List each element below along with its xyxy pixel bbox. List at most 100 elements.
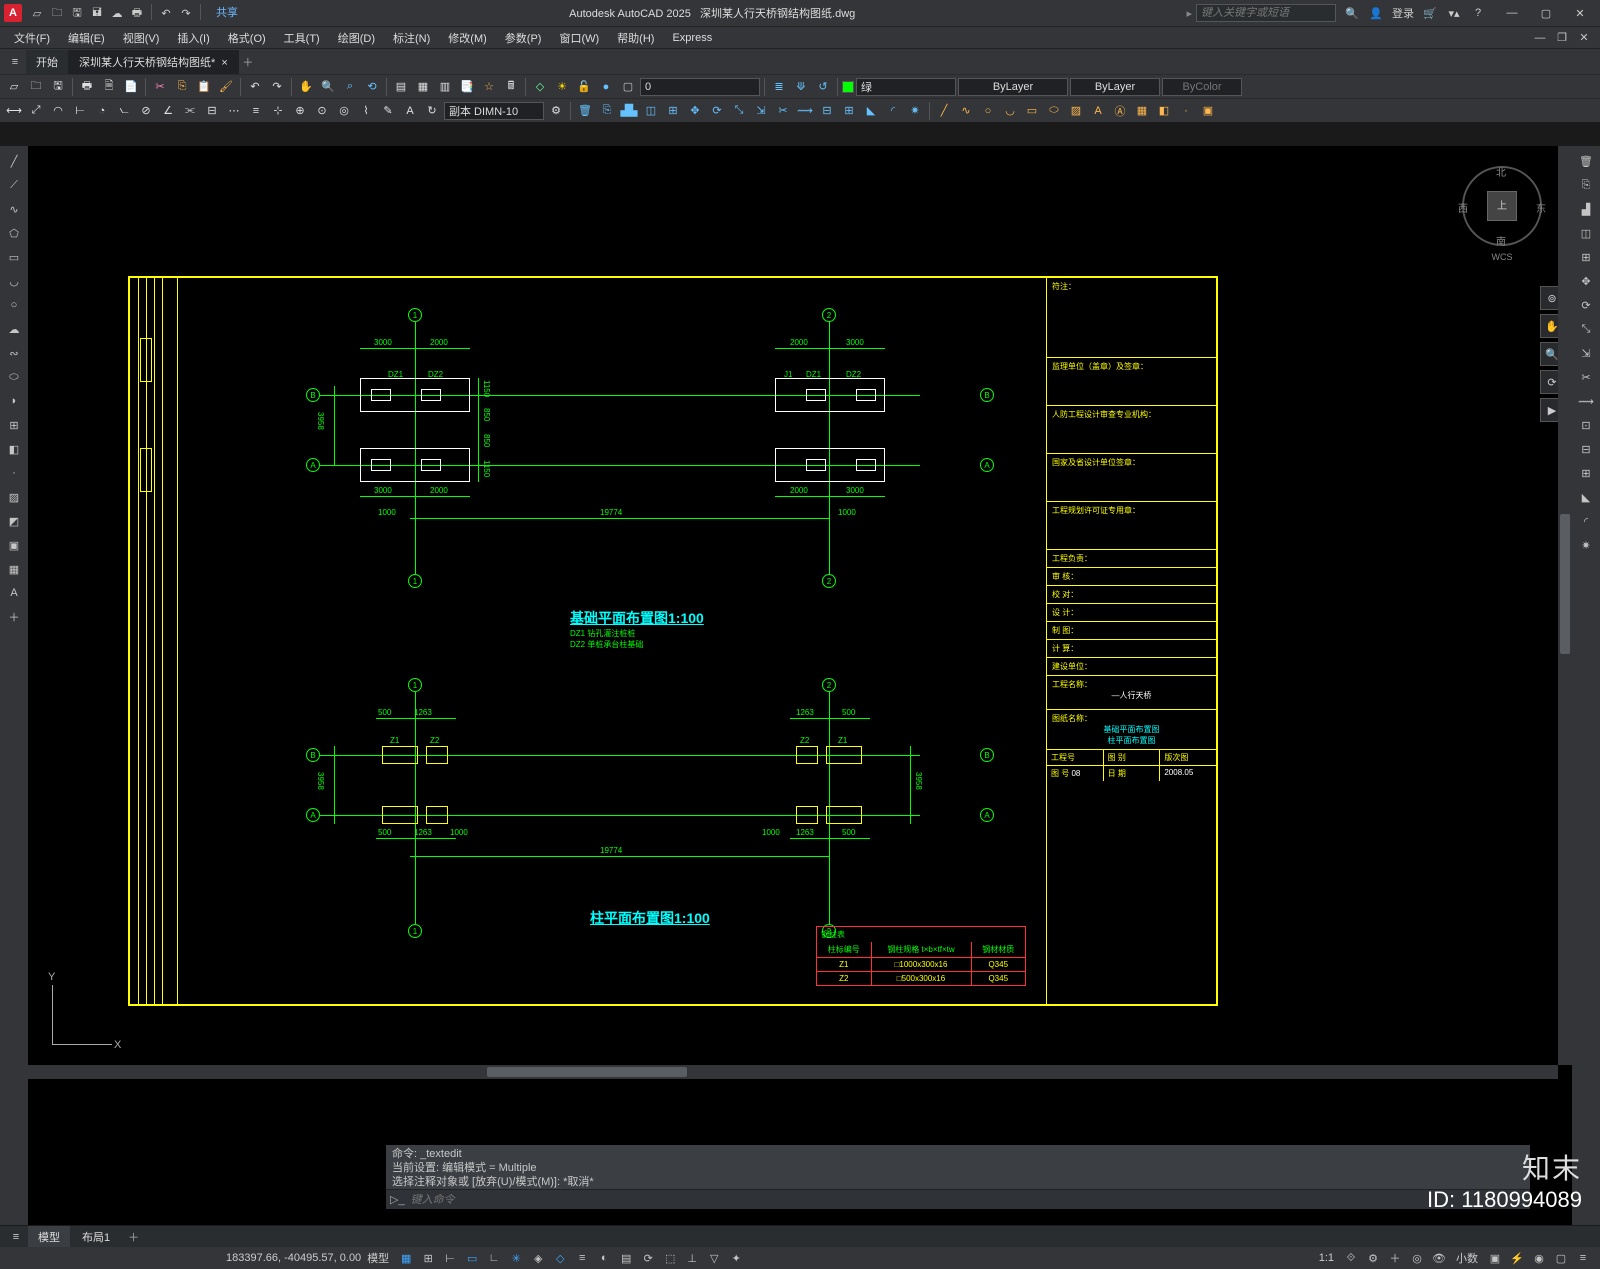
- menu-view[interactable]: 视图(V): [115, 28, 168, 48]
- tb-publish-icon[interactable]: 📄: [121, 77, 141, 97]
- user-icon[interactable]: 👤: [1368, 5, 1384, 21]
- qat-undo-icon[interactable]: ↶: [157, 4, 175, 22]
- lt-xline-icon[interactable]: ⟋: [3, 174, 25, 196]
- tb-dimstylemgr-icon[interactable]: ⚙: [546, 101, 566, 121]
- sb-workspace-icon[interactable]: ◎: [1406, 1249, 1428, 1267]
- tb-dimang-icon[interactable]: ∠: [158, 101, 178, 121]
- tb-undo-icon[interactable]: ↶: [245, 77, 265, 97]
- rt-rotate-icon[interactable]: ⟳: [1575, 294, 1597, 316]
- tab-document[interactable]: 深圳某人行天桥钢结构图纸* ×: [69, 50, 239, 74]
- tb-rotate-icon[interactable]: ⟳: [707, 101, 727, 121]
- lt-insert-icon[interactable]: ⊞: [3, 414, 25, 436]
- tb-dimbreak-icon[interactable]: ⊹: [268, 101, 288, 121]
- sb-polar-icon[interactable]: ✳: [505, 1249, 527, 1267]
- tb-text-icon[interactable]: A: [1088, 101, 1108, 121]
- menu-edit[interactable]: 编辑(E): [60, 28, 113, 48]
- tb-dimedit-icon[interactable]: ✎: [378, 101, 398, 121]
- tb-point-icon[interactable]: ·: [1176, 101, 1196, 121]
- lt-region-icon[interactable]: ▣: [3, 534, 25, 556]
- plotstyle-dropdown[interactable]: [1162, 78, 1242, 96]
- tb-chamfer-icon[interactable]: ◣: [861, 101, 881, 121]
- sb-annomon-icon[interactable]: 👁: [1428, 1249, 1450, 1267]
- tb-props-icon[interactable]: ▤: [391, 77, 411, 97]
- tb-copy-icon[interactable]: ⎘: [172, 77, 192, 97]
- app-logo[interactable]: A: [4, 4, 22, 22]
- tb-insp-icon[interactable]: ◎: [334, 101, 354, 121]
- tb-pan-icon[interactable]: ✋: [296, 77, 316, 97]
- menu-draw[interactable]: 绘图(D): [330, 28, 383, 48]
- tb-layerlock-icon[interactable]: 🔓: [574, 77, 594, 97]
- sb-infer-icon[interactable]: ⊢: [439, 1249, 461, 1267]
- command-input[interactable]: [411, 1194, 1526, 1206]
- sb-dynamic-icon[interactable]: ▭: [461, 1249, 483, 1267]
- tb-region-icon[interactable]: ▣: [1198, 101, 1218, 121]
- rt-stretch-icon[interactable]: ⇲: [1575, 342, 1597, 364]
- menu-modify[interactable]: 修改(M): [440, 28, 495, 48]
- rt-break-icon[interactable]: ⊟: [1575, 438, 1597, 460]
- sb-annoscale-icon[interactable]: ⟐: [1340, 1249, 1362, 1267]
- lt-gradient-icon[interactable]: ◩: [3, 510, 25, 532]
- tb-layercolor-icon[interactable]: ▢: [618, 77, 638, 97]
- tb-dimbase-icon[interactable]: ⊟: [202, 101, 222, 121]
- maximize-button[interactable]: ▢: [1530, 1, 1562, 25]
- menu-dim[interactable]: 标注(N): [385, 28, 438, 48]
- tb-scale-icon[interactable]: ⤡: [729, 101, 749, 121]
- tb-array-icon[interactable]: ⊞: [663, 101, 683, 121]
- sb-isolate-icon[interactable]: ◉: [1528, 1249, 1550, 1267]
- layer-number-input[interactable]: [640, 78, 760, 96]
- linetype-dropdown[interactable]: [958, 78, 1068, 96]
- tb-toolpal-icon[interactable]: ▥: [435, 77, 455, 97]
- sb-dynucs-icon[interactable]: ⊥: [681, 1249, 703, 1267]
- sb-clean-icon[interactable]: ▢: [1550, 1249, 1572, 1267]
- tb-dimaligned-icon[interactable]: ⤢: [26, 101, 46, 121]
- sb-ortho-icon[interactable]: ∟: [483, 1249, 505, 1267]
- dimstyle-dropdown[interactable]: [444, 102, 544, 120]
- tb-join-icon[interactable]: ⊞: [839, 101, 859, 121]
- space-indicator[interactable]: 模型: [361, 1250, 395, 1266]
- sb-osnap-icon[interactable]: ◇: [549, 1249, 571, 1267]
- layer-name-dropdown[interactable]: [856, 78, 956, 96]
- tb-rect-icon[interactable]: ▭: [1022, 101, 1042, 121]
- help-icon[interactable]: ?: [1470, 5, 1486, 21]
- tb-line-icon[interactable]: ╱: [934, 101, 954, 121]
- rt-breakpt-icon[interactable]: ⊡: [1575, 414, 1597, 436]
- share-link[interactable]: 共享: [216, 4, 238, 22]
- tb-calc-icon[interactable]: 🖩: [501, 77, 521, 97]
- tb-layerprops-icon[interactable]: ≣: [769, 77, 789, 97]
- tb-break-icon[interactable]: ⊟: [817, 101, 837, 121]
- tb-trim-icon[interactable]: ✂: [773, 101, 793, 121]
- sb-quickview-icon[interactable]: ▣: [1484, 1249, 1506, 1267]
- tb-block-icon[interactable]: ◧: [1154, 101, 1174, 121]
- rt-fillet-icon[interactable]: ◜: [1575, 510, 1597, 532]
- tb-new-icon[interactable]: ▱: [4, 77, 24, 97]
- tb-erase-icon[interactable]: 🗑: [575, 101, 595, 121]
- menu-param[interactable]: 参数(P): [497, 28, 550, 48]
- lt-circle-icon[interactable]: ○: [3, 294, 25, 316]
- menu-format[interactable]: 格式(O): [220, 28, 274, 48]
- sb-3dosnap-icon[interactable]: ⬚: [659, 1249, 681, 1267]
- tb-mtext-icon[interactable]: Ⓐ: [1110, 101, 1130, 121]
- tb-extend-icon[interactable]: ⟿: [795, 101, 815, 121]
- sb-annoauto-icon[interactable]: ＋: [1384, 1249, 1406, 1267]
- tb-designcenter-icon[interactable]: ▦: [413, 77, 433, 97]
- layer-color-swatch[interactable]: [842, 81, 854, 93]
- close-button[interactable]: ✕: [1564, 1, 1596, 25]
- tb-circle-icon[interactable]: ○: [978, 101, 998, 121]
- menu-window[interactable]: 窗口(W): [551, 28, 607, 48]
- doc-close-button[interactable]: ✕: [1574, 28, 1594, 48]
- cart-icon[interactable]: 🛒: [1422, 5, 1438, 21]
- lt-table-icon[interactable]: ▦: [3, 558, 25, 580]
- tb-dimjog-icon[interactable]: ⦦: [114, 101, 134, 121]
- tb-mirror-icon[interactable]: ▟▙: [619, 101, 639, 121]
- menu-file[interactable]: 文件(F): [6, 28, 58, 48]
- rt-chamfer-icon[interactable]: ◣: [1575, 486, 1597, 508]
- tb-zoomwin-icon[interactable]: ⌕: [340, 77, 360, 97]
- tb-plot-icon[interactable]: 🖶: [77, 77, 97, 97]
- tb-layerfreeze-icon[interactable]: ☀: [552, 77, 572, 97]
- qat-redo-icon[interactable]: ↷: [177, 4, 195, 22]
- tb-hatch-icon[interactable]: ▨: [1066, 101, 1086, 121]
- qat-new-icon[interactable]: ▱: [28, 4, 46, 22]
- layout-menu-icon[interactable]: ≡: [6, 1231, 26, 1243]
- lt-point-icon[interactable]: ·: [3, 462, 25, 484]
- minimize-button[interactable]: —: [1496, 1, 1528, 25]
